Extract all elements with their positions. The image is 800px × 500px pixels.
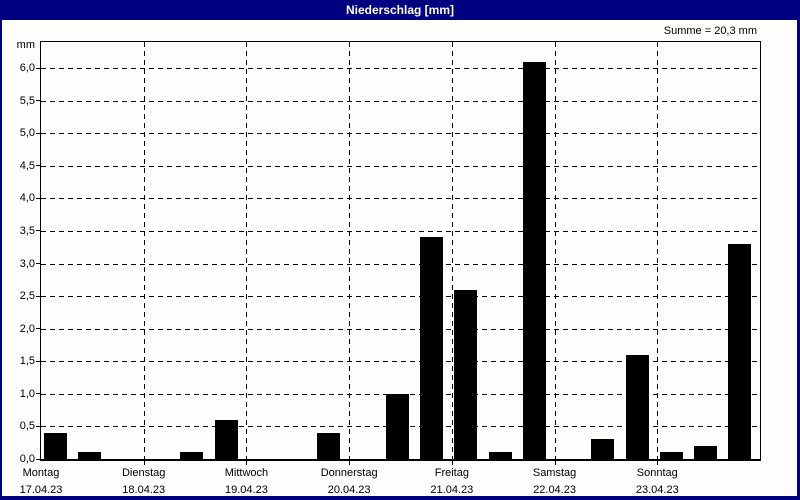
gridline-horizontal (41, 361, 760, 363)
precipitation-bar (180, 452, 204, 459)
gridline-horizontal (41, 68, 760, 70)
gridline-vertical (554, 42, 556, 459)
x-axis-day-label: Freitag (434, 467, 469, 479)
x-axis-tick (246, 461, 248, 465)
y-axis-tick-label: 3,0 (19, 257, 35, 270)
x-axis-date-label: 17.04.23 (19, 484, 63, 496)
y-axis-tick-label: 4,5 (19, 159, 35, 172)
y-axis-tick-label: 2,5 (19, 290, 35, 303)
precipitation-bar (625, 354, 649, 459)
x-axis-day-label: Sonntag (636, 467, 678, 479)
y-axis-tick-label: 6,0 (19, 62, 35, 75)
precipitation-bar (214, 419, 238, 459)
x-axis-date-label: 20.04.23 (327, 484, 371, 496)
precipitation-bar (77, 452, 101, 459)
precipitation-bar (488, 452, 512, 459)
precipitation-bar (420, 237, 444, 459)
x-axis-date-label: 18.04.23 (122, 484, 166, 496)
x-axis-tick (554, 461, 556, 465)
window-title: Niederschlag [mm] (345, 3, 455, 17)
x-axis-day-label: Montag (22, 467, 60, 479)
x-axis-day-label: Dienstag (121, 467, 166, 479)
y-axis-tick (36, 67, 40, 69)
x-axis-day-label: Mittwoch (224, 467, 269, 479)
gridline-horizontal (41, 198, 760, 200)
precipitation-bar (385, 393, 409, 459)
x-axis-tick (657, 461, 659, 465)
y-axis-tick-label: 1,0 (19, 387, 35, 400)
y-axis-tick-label: 2,0 (19, 322, 35, 335)
y-axis-tick (36, 360, 40, 362)
precipitation-bar (591, 439, 615, 459)
gridline-horizontal (41, 328, 760, 330)
y-axis-tick-label: 0,0 (19, 453, 35, 465)
gridline-vertical (657, 42, 659, 459)
y-axis-tick (36, 132, 40, 134)
y-axis-tick-label: 3,5 (19, 224, 35, 237)
gridline-horizontal (41, 296, 760, 298)
y-axis-tick (36, 197, 40, 199)
x-axis-date-label: 22.04.23 (533, 484, 576, 496)
precipitation-bar (454, 289, 478, 459)
gridline-vertical (246, 42, 248, 459)
sum-label: Summe = 20,3 mm (663, 25, 757, 37)
precipitation-bar (43, 432, 67, 459)
y-axis-tick (36, 165, 40, 167)
x-axis-tick (451, 461, 453, 465)
y-axis-tick-label: 0,5 (19, 420, 35, 433)
precipitation-bar (694, 445, 718, 459)
x-axis-date-label: 19.04.23 (225, 484, 268, 496)
y-axis-tick (36, 393, 40, 395)
y-axis-tick-label: 5,0 (19, 127, 35, 140)
gridline-horizontal (41, 133, 760, 135)
x-axis-tick (349, 461, 351, 465)
precipitation-bar (317, 432, 341, 459)
gridline-vertical (349, 42, 351, 459)
y-axis-tick (36, 458, 40, 460)
gridline-horizontal (41, 165, 760, 167)
y-axis-tick (36, 230, 40, 232)
gridline-horizontal (41, 100, 760, 102)
precipitation-bar (659, 452, 683, 459)
y-axis-tick (36, 425, 40, 427)
y-axis-tick-label: 1,5 (19, 355, 35, 368)
x-axis-date-label: 23.04.23 (635, 484, 679, 496)
precipitation-bar (728, 243, 752, 459)
y-axis-unit-label: mm (16, 39, 35, 51)
x-axis-day-label: Donnerstag (320, 467, 378, 479)
plot-area (40, 41, 761, 461)
precipitation-bar (522, 61, 546, 459)
y-axis-tick (36, 295, 40, 297)
gridline-horizontal (41, 230, 760, 232)
x-axis-day-label: Samstag (532, 467, 577, 479)
y-axis-tick (36, 328, 40, 330)
window-titlebar[interactable]: Niederschlag [mm] (0, 0, 800, 20)
gridline-horizontal (41, 263, 760, 265)
chart-area: Summe = 20,3 mm mm 0,0 0,5 1,0 1,5 2,0 2,5 3,0… (2, 20, 797, 496)
y-axis-tick (36, 100, 40, 102)
y-axis-tick-label: 5,5 (19, 94, 35, 107)
gridline-vertical (143, 42, 145, 459)
x-axis-tick (143, 461, 145, 465)
gridline-vertical (451, 42, 453, 459)
y-axis-tick-label: 4,0 (19, 192, 35, 205)
x-axis-date-label: 21.04.23 (430, 484, 474, 496)
y-axis-tick (36, 263, 40, 265)
